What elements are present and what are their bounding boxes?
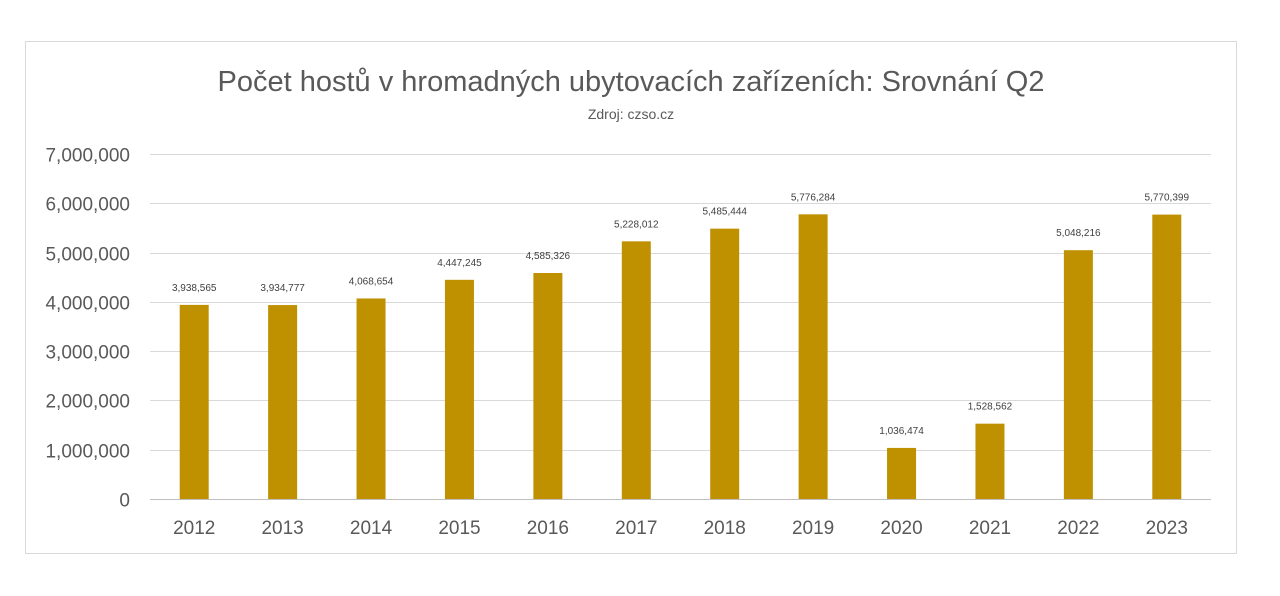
data-label: 5,776,284 bbox=[791, 192, 836, 203]
y-tick-label: 7,000,000 bbox=[45, 146, 130, 167]
bar-2016 bbox=[533, 273, 563, 499]
data-label: 4,068,654 bbox=[349, 276, 394, 287]
bar-2013 bbox=[268, 305, 298, 499]
data-label: 4,585,326 bbox=[526, 251, 571, 262]
data-label: 5,228,012 bbox=[614, 219, 659, 230]
y-tick-label: 3,000,000 bbox=[45, 343, 130, 364]
data-label: 5,770,399 bbox=[1145, 193, 1190, 204]
x-tick-label: 2018 bbox=[704, 518, 746, 539]
x-tick-label: 2022 bbox=[1057, 518, 1099, 539]
x-tick-label: 2015 bbox=[438, 518, 480, 539]
bar-2017 bbox=[621, 241, 651, 500]
data-label: 5,048,216 bbox=[1056, 228, 1101, 239]
chart-title: Počet hostů v hromadných ubytovacích zař… bbox=[218, 66, 1045, 98]
x-tick-label: 2023 bbox=[1146, 518, 1188, 539]
bar-2015 bbox=[444, 279, 474, 499]
x-tick-label: 2013 bbox=[261, 518, 303, 539]
x-tick-label: 2019 bbox=[792, 518, 834, 539]
x-tick-label: 2021 bbox=[969, 518, 1011, 539]
data-label: 1,036,474 bbox=[879, 426, 924, 437]
bar-2019 bbox=[798, 214, 828, 500]
bar-2018 bbox=[710, 228, 740, 499]
y-tick-label: 6,000,000 bbox=[45, 195, 130, 216]
y-axis-ticks: 0 1,000,000 2,000,000 3,000,000 4,000,000 5,0… bbox=[45, 146, 130, 512]
x-tick-label: 2012 bbox=[173, 518, 215, 539]
bar-2014 bbox=[356, 298, 386, 499]
gridlines bbox=[150, 154, 1211, 500]
chart-subtitle: Zdroj: czso.cz bbox=[588, 106, 674, 122]
y-tick-label: 4,000,000 bbox=[45, 294, 130, 315]
bar-2021 bbox=[975, 423, 1005, 499]
bar-2012 bbox=[179, 304, 209, 499]
bar-2022 bbox=[1063, 250, 1093, 499]
chart-frame: Počet hostů v hromadných ubytovacích zař… bbox=[25, 41, 1237, 554]
bar-chart: Počet hostů v hromadných ubytovacích zař… bbox=[45, 66, 1211, 539]
y-tick-label: 2,000,000 bbox=[45, 392, 130, 413]
x-tick-label: 2014 bbox=[350, 518, 393, 539]
bar-2023 bbox=[1152, 214, 1182, 500]
x-tick-label: 2016 bbox=[527, 518, 569, 539]
y-tick-label: 5,000,000 bbox=[45, 245, 130, 266]
data-label: 1,528,562 bbox=[968, 402, 1013, 413]
x-tick-label: 2020 bbox=[880, 518, 922, 539]
data-label: 5,485,444 bbox=[702, 207, 747, 218]
data-label: 4,447,245 bbox=[437, 258, 482, 269]
x-axis-ticks: 2012 2013 2014 2015 2016 2017 2018 2019 2020 2021… bbox=[173, 518, 1188, 539]
data-labels: 3,938,565 3,934,777 4,068,654 4,447,245 4,58… bbox=[172, 192, 1190, 437]
x-tick-label: 2017 bbox=[615, 518, 657, 539]
bar-2020 bbox=[887, 447, 917, 499]
y-tick-label: 1,000,000 bbox=[45, 442, 130, 463]
bars bbox=[179, 214, 1182, 500]
data-label: 3,938,565 bbox=[172, 283, 217, 294]
data-label: 3,934,777 bbox=[260, 283, 305, 294]
y-tick-label: 0 bbox=[119, 491, 130, 512]
